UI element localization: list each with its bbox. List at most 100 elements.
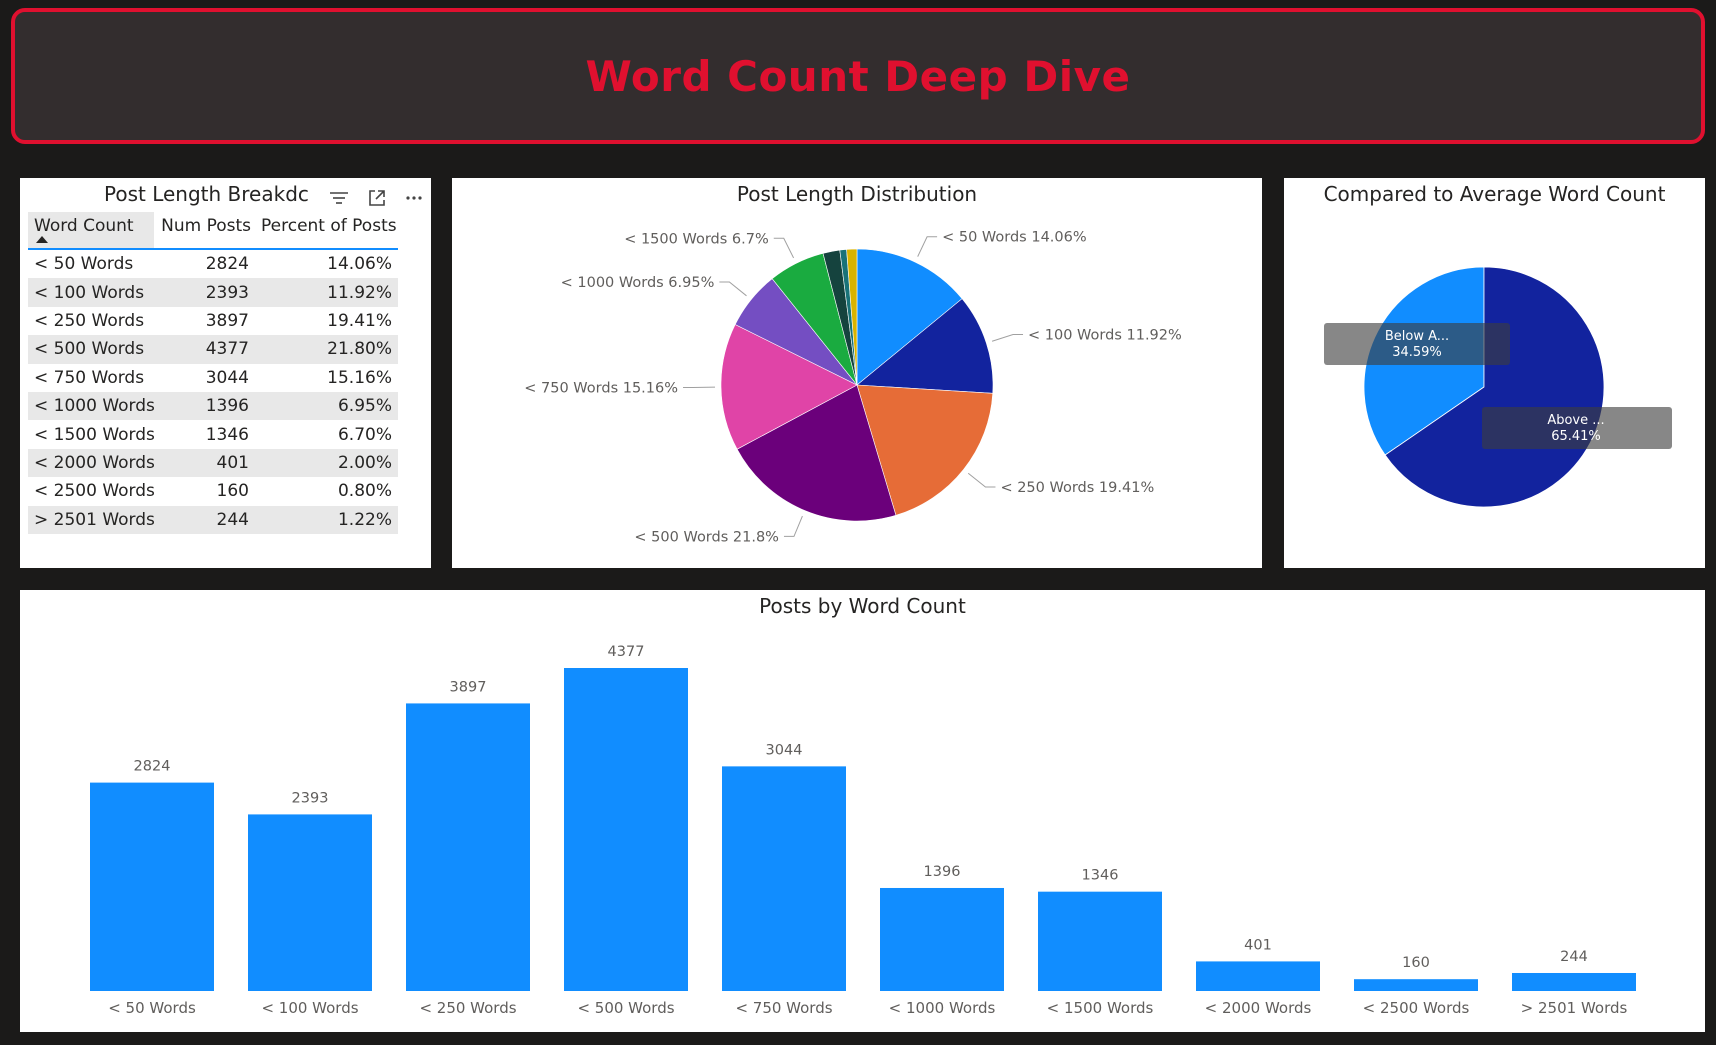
compared-to-average-visual[interactable]: Compared to Average Word Count Below A..… [1284, 178, 1705, 568]
average-pie-chart: Below A...34.59% Above ...65.41% [1324, 266, 1672, 508]
cell-percent: 15.16% [327, 367, 392, 388]
pie-leader-line [991, 333, 1024, 342]
pie-slice[interactable] [856, 298, 994, 394]
bar-data-label: 2824 [134, 759, 171, 775]
cell-word-count: < 1000 Words [34, 396, 155, 417]
post-length-distribution-visual[interactable]: Post Length Distribution < 50 Words 14.0… [452, 178, 1262, 568]
x-axis-tick-label: < 1000 Words [889, 999, 996, 1017]
cell-word-count: > 2501 Words [34, 509, 155, 530]
table-row[interactable]: < 250 Words 3897 19.41% [28, 307, 398, 335]
data-label-box [1324, 323, 1510, 365]
pie-leader-line [783, 515, 803, 537]
pie-data-label: < 750 Words 15.16% [524, 381, 678, 397]
table-row[interactable]: < 100 Words 2393 11.92% [28, 278, 398, 307]
cell-word-count: < 1500 Words [34, 424, 155, 445]
post-length-table-visual[interactable]: Post Length Breakdc Word Count Num Posts… [20, 178, 431, 568]
cell-word-count: < 250 Words [34, 310, 145, 331]
cell-word-count: < 2500 Words [34, 481, 155, 502]
table-row[interactable]: < 2500 Words 160 0.80% [28, 477, 398, 505]
cell-percent: 21.80% [327, 339, 392, 360]
pie-leader-line [967, 472, 996, 488]
data-label-category: Above ... [1547, 413, 1604, 428]
cell-percent: 19.41% [327, 310, 392, 331]
bar[interactable] [564, 668, 688, 991]
table-row[interactable]: < 1000 Words 1396 6.95% [28, 391, 398, 421]
pie-data-label: < 250 Words 19.41% [1000, 480, 1154, 496]
data-label-box [1482, 407, 1672, 449]
bar-data-label: 244 [1560, 949, 1588, 965]
bar[interactable] [1354, 979, 1478, 991]
cell-num-posts: 244 [216, 509, 249, 530]
bar[interactable] [1196, 961, 1320, 991]
bar-data-label: 3044 [766, 742, 803, 758]
cell-percent: 2.00% [337, 452, 392, 473]
x-axis-tick-label: < 2500 Words [1363, 999, 1470, 1017]
filter-icon[interactable] [329, 190, 349, 206]
pie-data-label: < 1500 Words 6.7% [624, 231, 769, 247]
column-header-percent[interactable]: Percent of Posts [261, 216, 397, 236]
pie-data-label: < 1000 Words 6.95% [561, 275, 715, 291]
table-row[interactable]: < 1500 Words 1346 6.70% [28, 420, 398, 448]
cell-word-count: < 100 Words [34, 282, 145, 303]
x-axis-tick-label: < 1500 Words [1047, 999, 1154, 1017]
avg-chart-title: Compared to Average Word Count [1323, 182, 1666, 206]
x-axis-tick-label: < 750 Words [735, 999, 832, 1017]
data-table: Word Count Num Posts Percent of Posts < … [28, 212, 398, 534]
table-row[interactable]: < 2000 Words 401 2.00% [28, 448, 398, 478]
bar[interactable] [406, 703, 530, 991]
x-axis-tick-label: > 2501 Words [1521, 999, 1628, 1017]
cell-word-count: < 750 Words [34, 367, 145, 388]
more-options-icon[interactable] [405, 195, 423, 201]
cell-num-posts: 401 [216, 452, 249, 473]
bar[interactable] [90, 782, 214, 991]
cell-percent: 1.22% [337, 509, 392, 530]
cell-num-posts: 2393 [205, 282, 249, 303]
bar-chart-title: Posts by Word Count [759, 594, 966, 618]
pie-slice[interactable] [856, 248, 963, 386]
bar-data-label: 3897 [450, 679, 487, 695]
page-title: Word Count Deep Dive [585, 51, 1131, 101]
bar[interactable] [248, 814, 372, 991]
cell-num-posts: 4377 [205, 339, 249, 360]
data-label-category: Below A... [1385, 329, 1449, 344]
pie-leader-line [773, 237, 795, 259]
table-title: Post Length Breakdc [104, 182, 309, 206]
cell-word-count: < 500 Words [34, 339, 145, 360]
table-row[interactable]: > 2501 Words 244 1.22% [28, 505, 398, 534]
bar-data-label: 401 [1244, 937, 1272, 953]
pie-slice[interactable] [846, 248, 858, 386]
data-label-value: 65.41% [1551, 429, 1601, 444]
table-row[interactable]: < 50 Words 2824 14.06% [28, 250, 398, 278]
bar[interactable] [1512, 972, 1636, 991]
column-header-word-count[interactable]: Word Count [28, 212, 154, 248]
cell-num-posts: 3044 [205, 367, 249, 388]
cell-word-count: < 50 Words [34, 254, 134, 275]
distribution-pie-chart: < 50 Words 14.06% < 100 Words 11.92% < 250… [524, 230, 1182, 546]
bar-data-label: 1346 [1082, 868, 1119, 884]
cell-num-posts: 2824 [205, 254, 249, 275]
x-axis-tick-label: < 50 Words [108, 999, 196, 1017]
focus-mode-icon[interactable] [367, 188, 387, 208]
x-axis-tick-label: < 100 Words [261, 999, 358, 1017]
bar-data-label: 4377 [608, 644, 645, 660]
bar[interactable] [722, 766, 846, 991]
pie-slice[interactable] [856, 384, 994, 516]
bar-data-label: 1396 [924, 864, 961, 880]
column-header-num-posts[interactable]: Num Posts [161, 216, 251, 236]
pie-slice[interactable] [736, 384, 897, 522]
cell-word-count: < 2000 Words [34, 452, 155, 473]
cell-percent: 6.70% [337, 424, 392, 445]
pie-slice[interactable] [720, 324, 858, 450]
pie-data-label: < 100 Words 11.92% [1028, 327, 1182, 343]
table-row[interactable]: < 750 Words 3044 15.16% [28, 364, 398, 392]
table-body: < 50 Words 2824 14.06% < 100 Words 2393 11.92… [28, 250, 398, 534]
x-axis-tick-label: < 2000 Words [1205, 999, 1312, 1017]
bar[interactable] [880, 887, 1004, 991]
table-row[interactable]: < 500 Words 4377 21.80% [28, 335, 398, 364]
bar[interactable] [1038, 891, 1162, 991]
header-banner: Word Count Deep Dive [11, 8, 1705, 144]
posts-by-word-count-visual[interactable]: Posts by Word Count 2824 < 50 Words 2393 < … [20, 590, 1705, 1032]
pie-leader-line [917, 236, 938, 257]
pie-leader-line [719, 281, 747, 297]
cell-percent: 11.92% [327, 282, 392, 303]
